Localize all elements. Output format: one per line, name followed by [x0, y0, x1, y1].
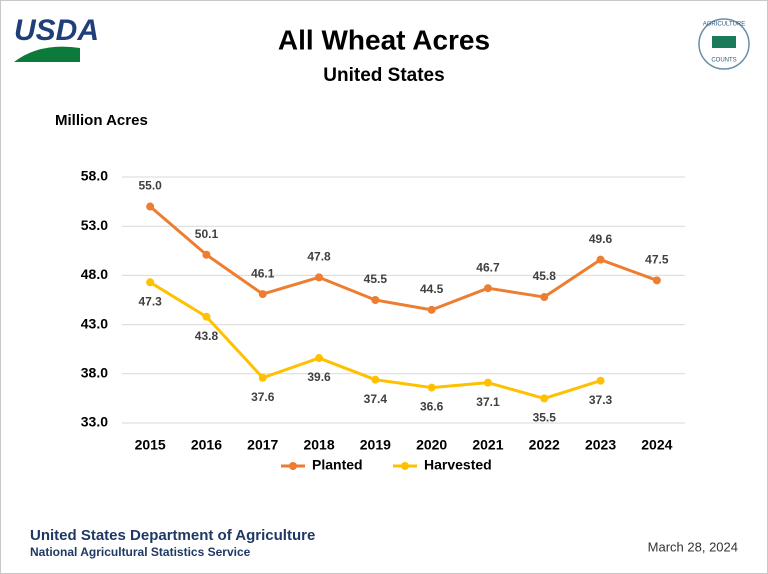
data-label: 39.6 [307, 370, 331, 384]
x-tick-label: 2016 [191, 437, 222, 453]
data-point [652, 276, 661, 285]
legend-label: Harvested [424, 457, 492, 473]
data-label: 45.5 [364, 272, 388, 286]
series-line [149, 205, 658, 312]
data-point [596, 376, 605, 385]
chart-subtitle: United States [323, 65, 444, 86]
seal-text: AGRICULTURE [703, 22, 746, 28]
x-tick-label: 2019 [360, 437, 391, 453]
data-label: 43.8 [195, 329, 219, 343]
data-label: 46.1 [251, 266, 275, 280]
seal-emblem [712, 36, 736, 48]
data-label: 47.8 [307, 250, 331, 264]
logo-text: USDA [14, 14, 99, 47]
y-tick-label: 48.0 [81, 266, 108, 282]
x-tick-label: 2022 [529, 437, 560, 453]
footer-date: March 28, 2024 [648, 539, 738, 554]
data-label: 55.0 [138, 179, 162, 193]
legend-label: Planted [312, 457, 363, 473]
y-tick-label: 38.0 [81, 365, 108, 381]
x-tick-label: 2018 [303, 437, 334, 453]
legend-marker [289, 462, 297, 470]
data-point [371, 296, 380, 304]
data-label: 49.6 [589, 232, 613, 246]
data-point [427, 305, 436, 314]
seal: AGRICULTURE COUNTS [698, 18, 750, 70]
usda-logo: USDA [14, 14, 99, 62]
data-point [483, 284, 492, 293]
x-tick-label: 2020 [416, 437, 447, 453]
seal-text: COUNTS [711, 58, 736, 64]
data-label: 37.1 [476, 395, 500, 409]
data-label: 44.5 [420, 282, 444, 296]
data-point [315, 273, 324, 282]
legend-marker [401, 462, 409, 470]
y-axis-label: Million Acres [55, 112, 148, 129]
data-label: 35.5 [533, 411, 557, 425]
data-point [371, 375, 380, 384]
data-label: 47.5 [645, 252, 669, 266]
data-label: 37.6 [251, 390, 275, 404]
data-point [596, 255, 605, 264]
x-tick-label: 2021 [472, 437, 503, 453]
x-tick-label: 2015 [135, 437, 166, 453]
y-tick-label: 33.0 [81, 414, 108, 430]
data-point [540, 394, 549, 403]
footer-department: United States Department of Agriculture [30, 527, 315, 544]
data-point [315, 354, 324, 363]
logo-swoosh [14, 46, 80, 62]
data-label: 50.1 [195, 227, 219, 241]
x-tick-label: 2023 [585, 437, 616, 453]
footer-service: National Agricultural Statistics Service [30, 545, 251, 559]
data-label: 45.8 [533, 269, 557, 283]
data-label: 47.3 [138, 294, 162, 308]
data-point [146, 202, 155, 211]
data-point [202, 312, 211, 321]
data-point [146, 278, 155, 287]
data-label: 36.6 [420, 400, 444, 414]
data-label: 37.3 [589, 393, 613, 407]
chart-title: All Wheat Acres [278, 24, 490, 55]
y-tick-label: 43.0 [81, 315, 108, 331]
y-tick-label: 58.0 [81, 168, 108, 184]
data-point [427, 383, 436, 392]
data-point [258, 373, 267, 382]
data-point [483, 378, 492, 387]
x-tick-label: 2017 [247, 437, 278, 453]
data-point [540, 293, 549, 302]
x-tick-label: 2024 [641, 437, 672, 453]
y-tick-label: 53.0 [81, 217, 108, 233]
data-label: 37.4 [364, 392, 388, 406]
data-point [202, 250, 211, 259]
data-label: 46.7 [476, 260, 500, 274]
data-point [258, 290, 267, 299]
